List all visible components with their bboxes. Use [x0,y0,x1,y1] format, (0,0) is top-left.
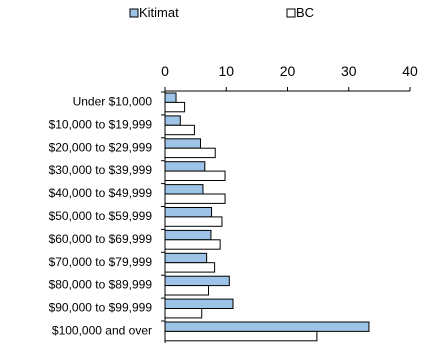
x-tick-label: 0 [161,63,169,79]
bar-kitimat [164,138,202,149]
category-label: $60,000 to $69,999 [49,232,153,246]
bar-bc [164,308,203,319]
bar-bc [164,216,223,227]
x-axis: 0 10 20 30 40 [161,63,418,92]
bar-bc [164,330,318,342]
bar-kitimat [164,207,213,218]
bar-bc [164,101,186,113]
bar-bc [164,262,216,273]
bar-kitimat [164,161,206,172]
bar-bc [164,193,226,204]
legend-label-kitimat: Kitimat [139,5,179,20]
x-tick-label: 40 [402,63,418,79]
legend: Kitimat BC [129,5,314,20]
bar-kitimat [164,275,230,287]
bar-kitimat [164,184,204,195]
category-label: $90,000 to $99,999 [49,301,153,315]
bars [164,92,370,342]
bar-kitimat [164,229,212,241]
bar-bc [164,170,226,182]
bar-kitimat [164,321,370,332]
x-tick-label: 30 [341,63,357,79]
category-label: $50,000 to $59,999 [49,209,153,223]
category-label: $30,000 to $39,999 [49,163,153,177]
legend-swatch-kitimat [129,8,139,18]
category-label: $20,000 to $29,999 [49,140,153,154]
bar-bc [164,147,216,159]
legend-label-bc: BC [296,5,314,20]
category-label: $10,000 to $19,999 [49,117,153,131]
bar-kitimat [164,298,234,310]
category-axis: Under $10,000 $10,000 to $19,999 $20,000 t… [49,91,166,343]
x-tick-label: 10 [218,63,234,79]
bar-bc [164,124,195,136]
bar-bc [164,239,221,250]
bar-kitimat [164,252,208,264]
bar-bc [164,285,209,296]
category-label: $70,000 to $79,999 [49,255,153,269]
category-label: $100,000 and over [52,323,152,337]
category-label: $40,000 to $49,999 [49,186,153,200]
x-tick-label: 20 [280,63,296,79]
legend-swatch-bc [286,8,296,18]
category-label: Under $10,000 [73,94,153,108]
bar-kitimat [164,92,177,103]
bar-kitimat [164,115,181,126]
category-label: $80,000 to $89,999 [49,278,153,292]
